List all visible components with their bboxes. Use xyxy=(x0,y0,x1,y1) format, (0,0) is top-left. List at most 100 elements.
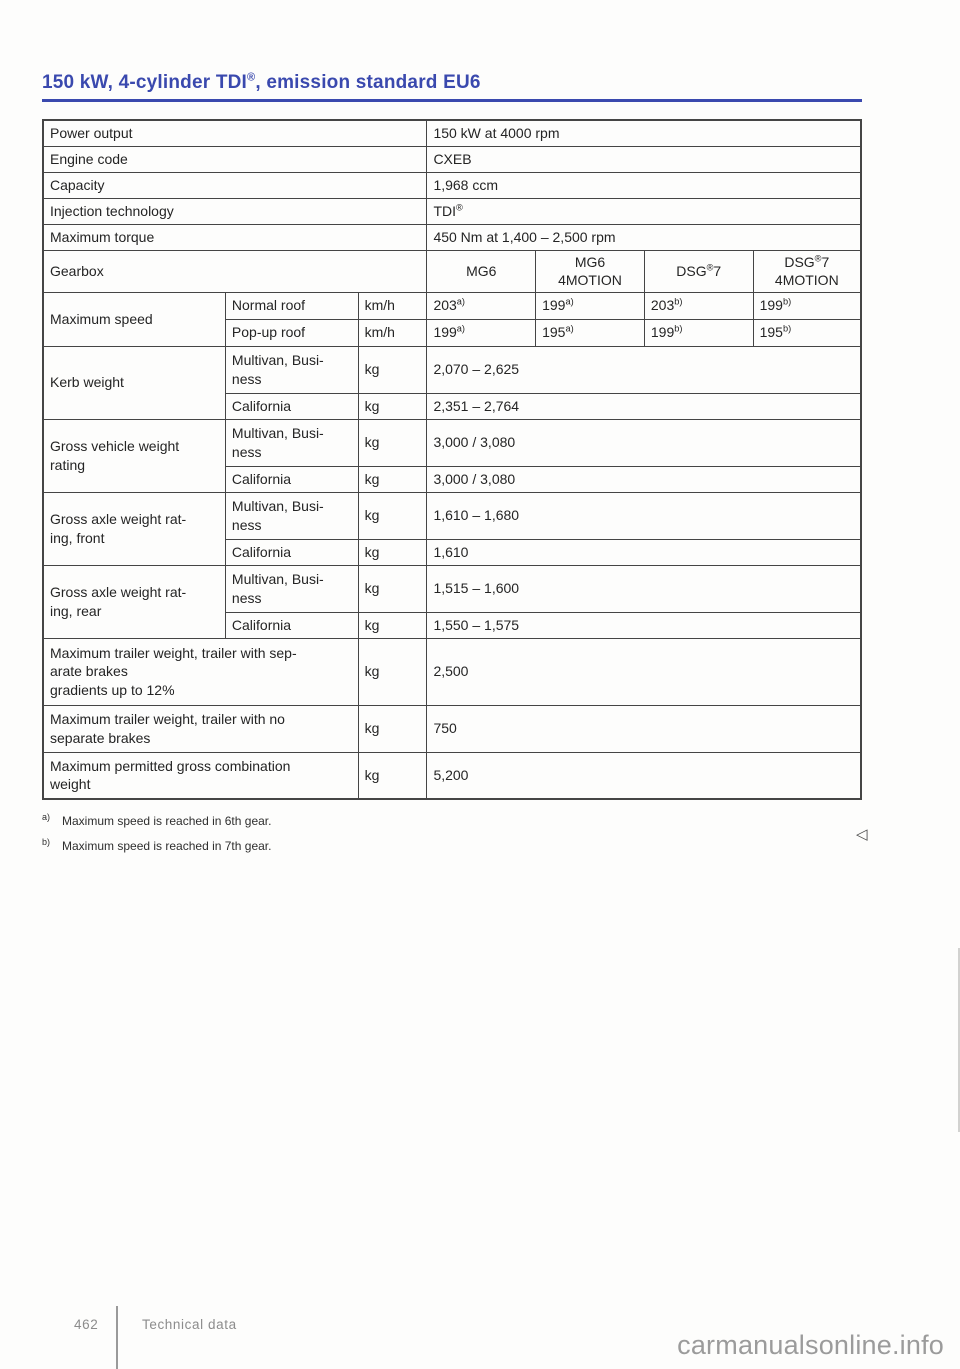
row-label: Maximum speed xyxy=(42,291,226,347)
gawr-front-row-multivan: Gross axle weight rat- ing, front Multiv… xyxy=(42,491,862,566)
table-row: Injection technology TDI® xyxy=(42,197,862,225)
unit-label: kg xyxy=(357,392,428,420)
weight-value: 1,610 – 1,680 xyxy=(426,491,862,540)
speed-value-cell: 199b) xyxy=(752,291,862,320)
unit-label: kg xyxy=(357,418,428,467)
footnotes: a) Maximum speed is reached in 6th gear. … xyxy=(42,812,862,853)
gearbox-header-row: Gearbox MG6 MG6 4MOTION DSG®7 DSG®7 4MOT… xyxy=(42,249,862,293)
footer-divider xyxy=(116,1306,118,1369)
value-text: 450 Nm at 1,400 – 2,500 rpm xyxy=(433,228,616,245)
unit-label: kg xyxy=(357,564,428,613)
row-value: CXEB xyxy=(426,145,862,173)
footnote-text: Maximum speed is reached in 6th gear. xyxy=(62,814,272,828)
speed-value: 195 xyxy=(759,324,783,341)
footnote-ref: a) xyxy=(565,323,574,334)
gvw-row-california: California kg 3,000 / 3,080 xyxy=(43,465,862,493)
row-label: Maximum permitted gross combination weig… xyxy=(42,751,359,800)
row-label: Power output xyxy=(42,119,428,147)
table-row: Power output 150 kW at 4000 rpm xyxy=(42,119,862,147)
watermark: carmanualsonline.info xyxy=(677,1330,944,1360)
unit-label: kg xyxy=(357,704,428,753)
variant-label: California xyxy=(224,538,359,566)
variant-label: Pop-up roof xyxy=(224,318,359,347)
weight-value: 1,515 – 1,600 xyxy=(426,564,862,613)
gawr-front-row-california: California kg 1,610 xyxy=(43,538,862,566)
weight-value: 3,000 / 3,080 xyxy=(426,465,862,493)
gearbox-name-line2: 4MOTION xyxy=(774,272,839,288)
weight-value: 1,550 – 1,575 xyxy=(426,611,862,639)
row-value: 150 kW at 4000 rpm xyxy=(426,119,862,147)
gearbox-name: DSG®7 xyxy=(651,262,747,280)
gearbox-name-text: 7 xyxy=(821,253,830,270)
speed-value: 195 xyxy=(542,324,566,341)
row-label: Gearbox xyxy=(42,249,428,293)
speed-value: 199 xyxy=(542,297,566,314)
unit-label: kg xyxy=(357,491,428,540)
table-row: Capacity 1,968 ccm xyxy=(42,171,862,199)
trailer-weight-braked-row: Maximum trailer weight, trailer with sep… xyxy=(42,637,862,706)
registered-trademark-icon: ® xyxy=(706,262,714,273)
gearbox-name-line2: 4MOTION xyxy=(558,272,622,288)
technical-data-table: Power output 150 kW at 4000 rpm Engine c… xyxy=(42,119,862,800)
unit-label: kg xyxy=(357,345,428,394)
section-end-triangle-icon: ◁ xyxy=(856,826,868,843)
title-text-pre: 150 kW, 4-cylinder TDI xyxy=(42,72,248,93)
gearbox-name: MG6 xyxy=(542,253,638,271)
gearbox-name-text: DSG xyxy=(784,253,815,270)
row-label: Maximum trailer weight, trailer with no … xyxy=(42,704,359,753)
gearbox-column-dsg7: DSG®7 xyxy=(643,249,754,293)
weight-value: 2,070 – 2,625 xyxy=(426,345,862,394)
row-value: 1,968 ccm xyxy=(426,171,862,199)
gross-combination-weight-row: Maximum permitted gross combination weig… xyxy=(42,751,862,800)
kerb-weight-row-california: California kg 2,351 – 2,764 xyxy=(43,392,862,420)
variant-label: Multivan, Busi- ness xyxy=(224,418,359,467)
footnote-text: Maximum speed is reached in 7th gear. xyxy=(62,839,272,853)
speed-value-cell: 203a) xyxy=(426,291,537,320)
value-text: TDI xyxy=(433,202,456,219)
variant-label: Multivan, Busi- ness xyxy=(224,345,359,394)
footnote-ref: b) xyxy=(782,296,792,307)
row-label: Engine code xyxy=(42,145,428,173)
gearbox-name-text: MG6 xyxy=(574,253,606,270)
registered-trademark-icon: ® xyxy=(247,71,256,84)
row-label: Maximum trailer weight, trailer with sep… xyxy=(42,637,359,706)
gearbox-name-text: 7 xyxy=(713,262,722,279)
weight-value: 5,200 xyxy=(426,751,862,800)
unit-label: kg xyxy=(357,637,428,706)
variant-label: Normal roof xyxy=(224,291,359,320)
speed-value: 199 xyxy=(650,324,675,341)
footnote-ref: b) xyxy=(782,323,792,334)
unit-label: kg xyxy=(357,751,428,800)
footer-section-title: Technical data xyxy=(142,1317,237,1332)
gearbox-column-dsg7-4motion: DSG®7 4MOTION xyxy=(752,249,862,293)
speed-value-cell: 203b) xyxy=(643,291,754,320)
footnote-marker: b) xyxy=(42,837,51,847)
page-number: 462 xyxy=(74,1317,99,1332)
registered-trademark-icon: ® xyxy=(456,202,463,213)
weight-value: 1,610 xyxy=(426,538,862,566)
manual-page: 150 kW, 4-cylinder TDI®, emission standa… xyxy=(42,0,862,862)
weight-value: 750 xyxy=(426,704,862,753)
title-text-post: , emission standard EU6 xyxy=(255,72,481,93)
row-value: TDI® xyxy=(426,197,862,225)
table-row: Engine code CXEB xyxy=(42,145,862,173)
gearbox-name-text: MG6 xyxy=(466,262,497,279)
speed-value-cell: 195a) xyxy=(535,318,645,347)
gawr-rear-row-california: California kg 1,550 – 1,575 xyxy=(43,611,862,639)
row-label: Gross vehicle weight rating xyxy=(42,418,226,493)
table-row: Maximum torque 450 Nm at 1,400 – 2,500 r… xyxy=(42,223,862,251)
variant-label: Multivan, Busi- ness xyxy=(224,564,359,613)
registered-trademark-icon: ® xyxy=(814,252,822,263)
footnote-ref: a) xyxy=(456,296,466,307)
speed-value: 203 xyxy=(650,297,675,314)
footnote-ref: b) xyxy=(674,323,683,334)
scan-artifact-line xyxy=(958,948,960,1132)
speed-value: 203 xyxy=(433,297,457,314)
kerb-weight-row-multivan: Kerb weight Multivan, Busi- ness kg 2,07… xyxy=(42,345,862,420)
gearbox-name-text: DSG xyxy=(676,262,707,279)
footnote-ref: b) xyxy=(674,296,683,307)
gearbox-column-mg6: MG6 xyxy=(426,249,537,293)
unit-label: kg xyxy=(357,611,428,639)
gearbox-column-mg6-4motion: MG6 4MOTION xyxy=(535,249,645,293)
variant-label: California xyxy=(224,611,359,639)
